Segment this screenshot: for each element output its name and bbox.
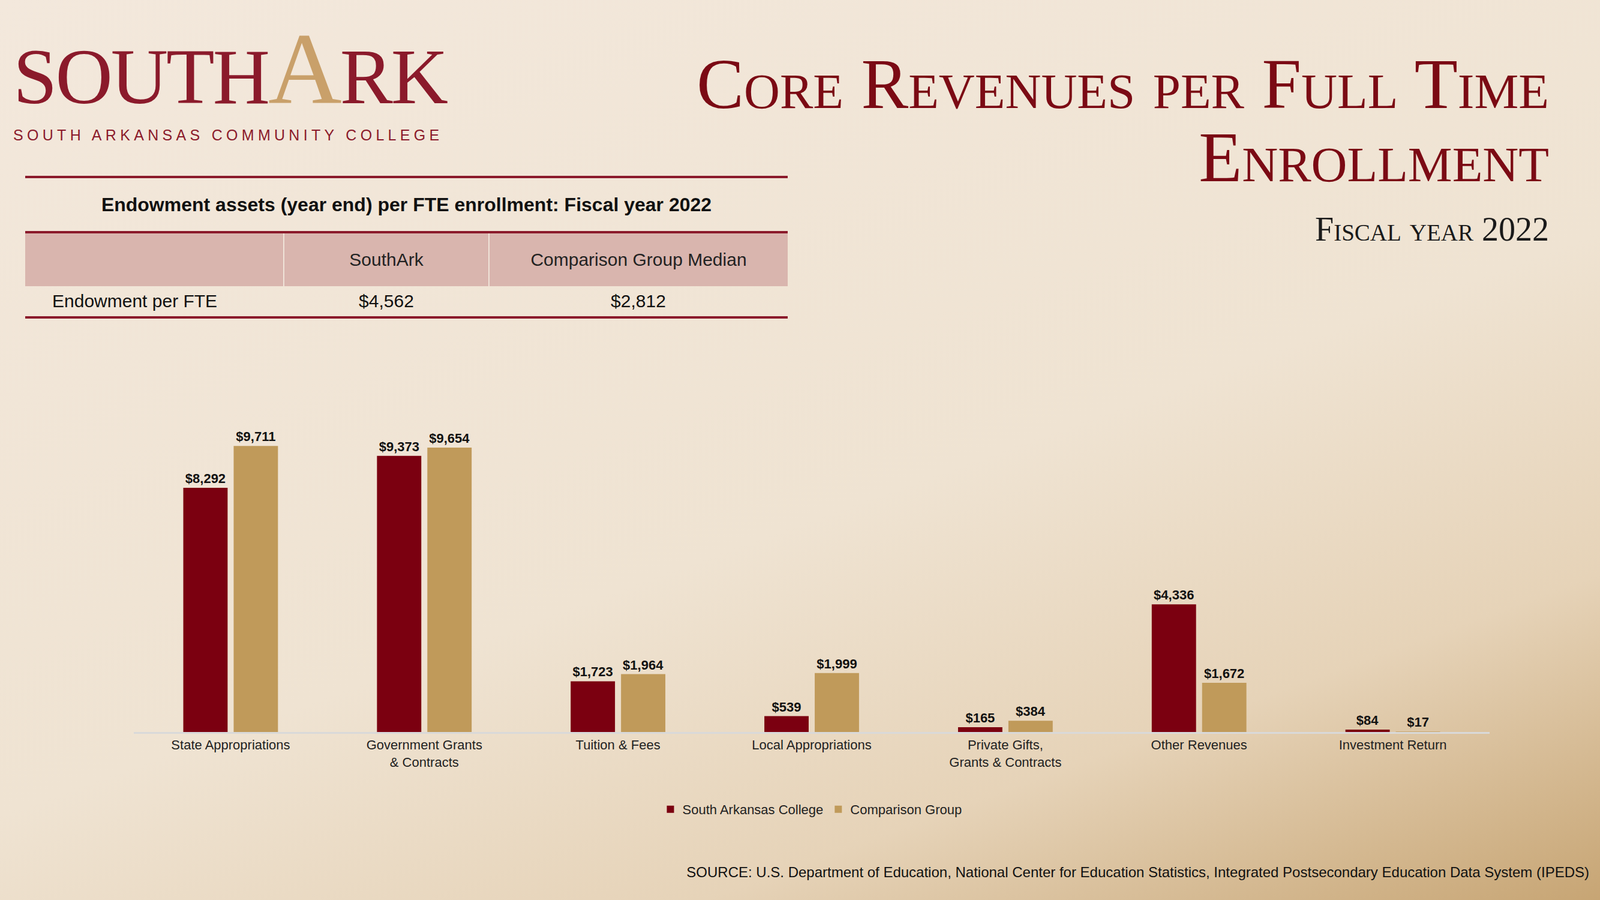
- svg-text:$17: $17: [1406, 714, 1430, 730]
- svg-text:Comparison Group: Comparison Group: [850, 802, 962, 818]
- svg-text:$8,292: $8,292: [185, 470, 226, 486]
- svg-text:$9,373: $9,373: [379, 439, 420, 455]
- svg-text:$1,964: $1,964: [622, 657, 664, 673]
- svg-text:Local Appropriations: Local Appropriations: [751, 737, 872, 753]
- svg-text:Other Revenues: Other Revenues: [1151, 737, 1248, 753]
- html-text:$4,562: $4,562: [358, 290, 414, 311]
- svg-text:$384: $384: [1015, 703, 1046, 719]
- html-text:SOUTHARK: SOUTHARK: [13, 12, 447, 126]
- svg-text:$9,711: $9,711: [235, 428, 276, 444]
- svg-text:South Arkansas College: South Arkansas College: [682, 802, 824, 818]
- svg-text:$9,654: $9,654: [428, 430, 470, 446]
- html-text:Comparison Group Median: Comparison Group Median: [530, 249, 747, 270]
- svg-text:$539: $539: [772, 699, 802, 715]
- svg-text:State Appropriations: State Appropriations: [170, 737, 290, 753]
- svg-text:$84: $84: [1356, 712, 1379, 728]
- svg-text:$1,672: $1,672: [1204, 665, 1245, 681]
- html-text:Endowment assets (year end) pe: Endowment assets (year end) per FTE enro…: [101, 193, 712, 216]
- html-text:SOURCE: U.S. Department of Edu: SOURCE: U.S. Department of Education, Na…: [686, 863, 1590, 881]
- svg-text:$165: $165: [965, 710, 995, 726]
- svg-text:$1,723: $1,723: [572, 664, 614, 680]
- svg-text:$4,336: $4,336: [1153, 587, 1194, 603]
- svg-text:Investment Return: Investment Return: [1339, 737, 1448, 753]
- svg-text:Tuition & Fees: Tuition & Fees: [575, 737, 661, 753]
- html-text:SouthArk: SouthArk: [349, 249, 424, 270]
- html-text:Endowment per FTE: Endowment per FTE: [52, 290, 218, 311]
- html-text:SOUTH ARKANSAS COMMUNITY COLLE: SOUTH ARKANSAS COMMUNITY COLLEGE: [13, 126, 444, 144]
- svg-text:$1,999: $1,999: [816, 656, 857, 672]
- html-text:$2,812: $2,812: [610, 290, 666, 311]
- svg-text:Private Gifts,Grants & Contrac: Private Gifts,Grants & Contracts: [949, 737, 1062, 770]
- svg-text:Government Grants& Contracts: Government Grants& Contracts: [366, 737, 483, 770]
- html-text:Fiscal year 2022: Fiscal year 2022: [1315, 210, 1550, 248]
- html-text:Core Revenues per Full Time En: Core Revenues per Full Time Enrollment: [696, 44, 1550, 197]
